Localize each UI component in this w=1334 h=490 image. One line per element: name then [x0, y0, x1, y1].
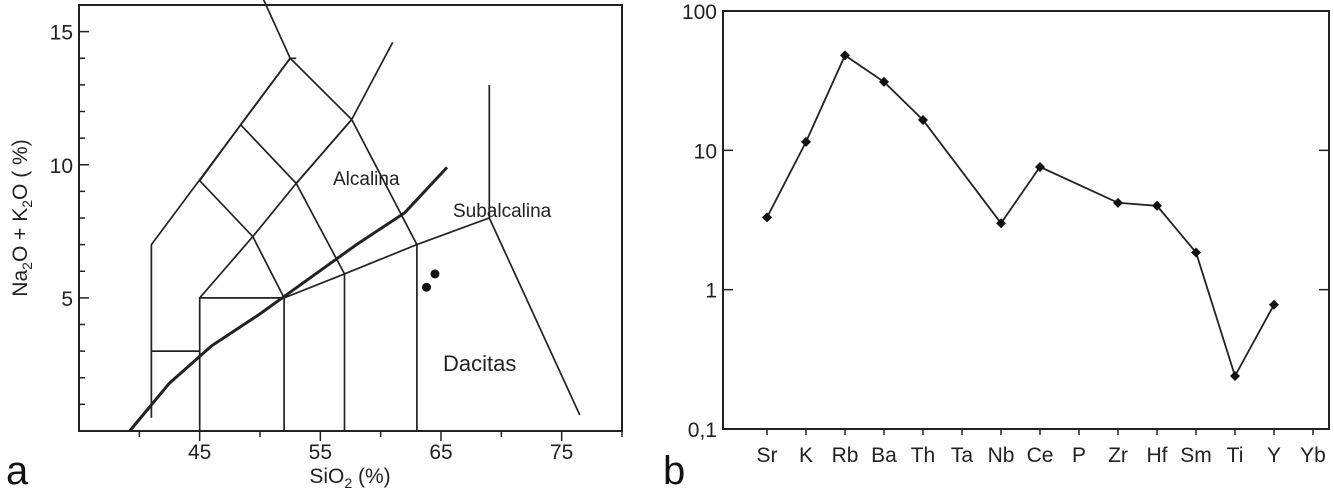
panel-a-field-labels: Alcalina Subalcalina Dacitas: [333, 169, 552, 376]
panel-a-y-tick-label: 10: [50, 155, 73, 178]
tas-boundary-10: [295, 41, 394, 184]
panel-b-x-tick-label: Nb: [988, 444, 1015, 467]
panel-a-field-label-2: Subalcalina: [453, 201, 552, 222]
alkaline-subalkaline-divider: [128, 166, 449, 432]
panel-a-x-tick-label: 75: [550, 441, 573, 464]
panel-a-field-label-3: Dacitas: [443, 351, 516, 376]
panel-a-y-tick-label: 15: [50, 22, 73, 45]
tas-field-boundaries: [128, 0, 581, 432]
panel-b-data-point: [879, 76, 889, 87]
tas-boundary-2: [198, 118, 353, 431]
panel-a-tick-labels: 45 55 65 75 5 10 15: [50, 22, 574, 464]
panel-b-frame: [722, 10, 1330, 430]
panel-b-x-tick-label: Sm: [1180, 444, 1212, 467]
panel-b-data-point: [1113, 197, 1123, 208]
tas-boundary-12: [262, 0, 291, 59]
panel-b-x-tick-label: Hf: [1147, 444, 1168, 467]
panel-a-x-tick-label: 45: [188, 441, 211, 464]
panel-b-series: [762, 50, 1279, 382]
panel-a-y-axis-label: Na2O + K2O ( %): [9, 139, 35, 296]
panel-b-data-point: [801, 136, 811, 147]
panel-b-data-point: [762, 212, 772, 223]
panel-a-ticks: [79, 4, 623, 441]
panel-b-y-tick-label: 0,1: [688, 419, 717, 442]
panel-b-data-point: [1191, 247, 1201, 258]
panel-a-field-label-1: Alcalina: [333, 169, 400, 190]
panel-a-data-point: [430, 269, 440, 279]
panel-b-x-tick-label: Ta: [951, 444, 974, 467]
panel-a-data-point: [422, 282, 432, 292]
panel-b-series-line: [766, 54, 1275, 379]
panel-b-ticks: [723, 10, 1329, 435]
panel-a-x-tick-label: 55: [309, 441, 332, 464]
panel-b-x-tick-label: Sr: [757, 444, 778, 467]
panel-b-y-tick-label: 100: [682, 1, 717, 24]
panel-b-x-tick-label: K: [799, 444, 813, 467]
panel-b-data-point: [1035, 161, 1045, 172]
panel-b-data-point: [1230, 371, 1240, 382]
tas-boundary-1: [150, 57, 418, 431]
panel-b-x-tick-label: Ti: [1227, 444, 1244, 467]
tas-boundary-11: [240, 57, 297, 126]
panel-b-x-tick-label: Rb: [832, 444, 859, 467]
panel-a-y-tick-label: 5: [61, 288, 73, 311]
panel-b-x-tick-label: Th: [911, 444, 936, 467]
panel-a-x-tick-label: 65: [429, 441, 452, 464]
panel-b-x-tick-label: Ba: [871, 444, 897, 467]
panel-b-data-point: [840, 50, 850, 61]
panel-a-tas-diagram: 45 55 65 75 5 10 15 Alcalina Subalcalina Dacitas…: [6, 0, 623, 490]
panel-a-points: [422, 269, 440, 292]
panel-b-spider-diagram: 0,1 1 10 100 Sr K Rb Ba Th Ta Nb Ce P Zr Hf Sm Ti Y Yb b: [663, 1, 1330, 490]
panel-b-x-tick-label: Zr: [1108, 444, 1128, 467]
panel-b-x-tick-label: Ce: [1027, 444, 1054, 467]
panel-b-y-tick-label: 1: [705, 280, 717, 303]
panel-b-y-tick-label: 10: [694, 140, 717, 163]
tas-boundary-3: [199, 216, 581, 416]
panel-b-x-tick-label: P: [1072, 444, 1086, 467]
panel-a-x-axis-label: SiO2 (%): [309, 465, 390, 490]
panel-b-data-point: [918, 115, 928, 126]
tas-boundary-8: [240, 124, 346, 275]
panel-b-data-point: [1152, 200, 1162, 211]
panel-b-data-point: [996, 218, 1006, 229]
tas-boundary-7: [199, 180, 285, 299]
panel-b-letter: b: [663, 449, 685, 490]
panel-b-tick-labels: 0,1 1 10 100 Sr K Rb Ba Th Ta Nb Ce P Zr Hf Sm Ti Y Yb: [682, 1, 1326, 467]
panel-b-data-point: [1269, 299, 1279, 310]
panel-b-x-tick-label: Y: [1267, 444, 1281, 467]
panel-b-x-tick-label: Yb: [1300, 444, 1326, 467]
panel-a-letter: a: [6, 449, 29, 490]
